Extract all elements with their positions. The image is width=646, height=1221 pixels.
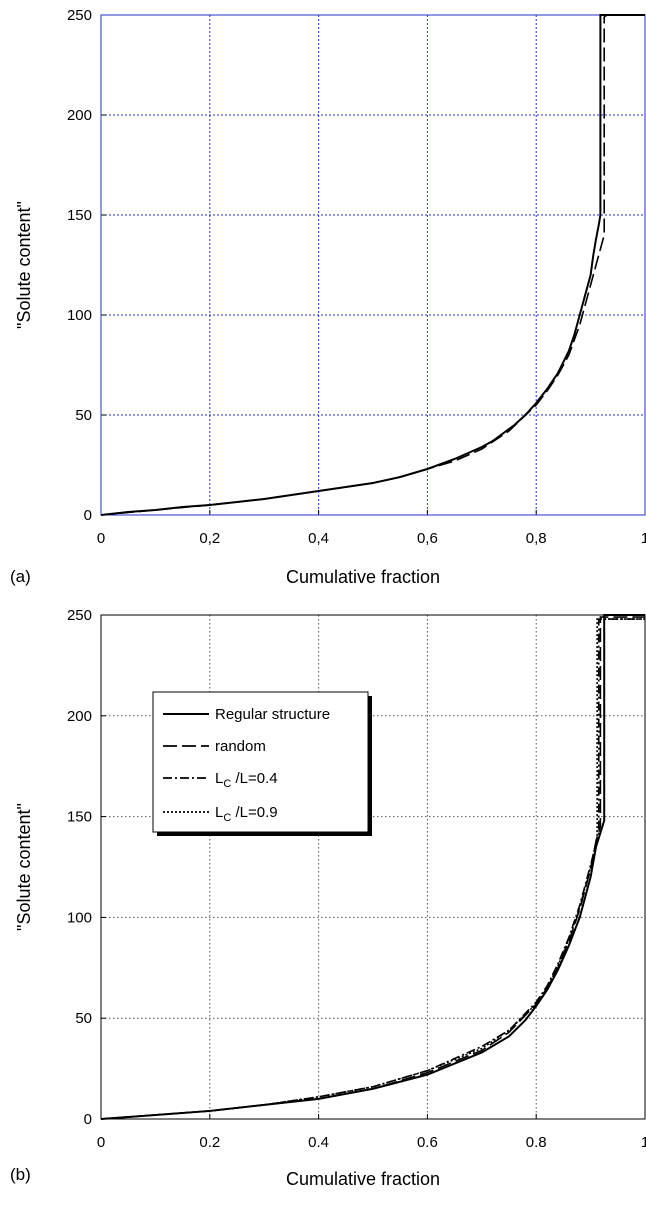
y-tick-label: 150 (67, 809, 92, 826)
y-tick-label: 150 (67, 207, 92, 224)
series-line-l-c-l-0-4 (100, 618, 645, 1120)
legend-label-lc09-main: L (215, 804, 223, 821)
y-tick-label: 0 (84, 507, 92, 524)
y-tick-label: 200 (67, 107, 92, 124)
legend-label-lc09-rest: /L=0.9 (231, 804, 277, 821)
y-tick-label: 250 (67, 7, 92, 24)
x-tick-label: 1 (641, 530, 646, 547)
panel-label-b: (b) (10, 1165, 31, 1184)
y-tick-label: 50 (75, 407, 92, 424)
x-tick-label: 1 (641, 1134, 646, 1151)
y-tick-labels-b: 0 50 100 150 200 250 (67, 607, 92, 1128)
legend-label-lc09: LC /L=0.9 (215, 804, 278, 824)
x-tick-label: 0 (97, 530, 105, 547)
legend-item: Regular structure (163, 706, 330, 723)
series-line-dashed (100, 14, 645, 516)
legend-item: LC /L=0.4 (163, 770, 278, 790)
legend-label-lc04-rest: /L=0.4 (231, 770, 277, 787)
legend-box (152, 691, 369, 833)
x-tick-label: 0,8 (526, 530, 547, 547)
legend-label-lc04: LC /L=0.4 (215, 770, 278, 790)
y-tick-label: 100 (67, 307, 92, 324)
x-tick-label: 0,4 (308, 530, 329, 547)
y-tick-label: 200 (67, 708, 92, 725)
x-tick-labels-b: 0 0.2 0.4 0.6 0.8 1 (97, 1134, 646, 1151)
chart-panel-b: 0 0.2 0.4 0.6 0.8 1 0 50 100 150 200 250 Cumulativ… (10, 607, 646, 1189)
x-tick-label: 0,2 (199, 530, 220, 547)
x-tick-label: 0.8 (526, 1134, 547, 1151)
y-tick-label: 0 (84, 1111, 92, 1128)
x-tick-label: 0.2 (199, 1134, 220, 1151)
legend-item: random (163, 738, 266, 755)
y-axis-label-b: "Solute content" (14, 803, 34, 931)
y-axis-label-a: "Solute content" (14, 201, 34, 329)
plot-frame-a (100, 14, 646, 516)
x-tick-label: 0,6 (417, 530, 438, 547)
y-tick-label: 100 (67, 909, 92, 926)
x-tick-label: 0.6 (417, 1134, 438, 1151)
chart-panel-a: 0 0,2 0,4 0,6 0,8 1 0 50 100 150 200 250 Cumulativ… (10, 7, 646, 587)
x-tick-labels-a: 0 0,2 0,4 0,6 0,8 1 (97, 530, 646, 547)
legend-label-regular: Regular structure (215, 706, 330, 723)
x-axis-label-b: Cumulative fraction (286, 1169, 440, 1189)
grid-b (100, 614, 646, 1120)
series-group-b (100, 614, 645, 1120)
x-tick-label: 0 (97, 1134, 105, 1151)
legend-label-lc09-sub: C (223, 812, 231, 824)
x-tick-label: 0.4 (308, 1134, 329, 1151)
series-group-a (100, 14, 645, 516)
legend-label-lc04-sub: C (223, 778, 231, 790)
legend-label-random: random (215, 738, 266, 755)
series-line-regular-structure (100, 614, 645, 1120)
series-line-l-c-l-0-9 (100, 618, 645, 1120)
y-tick-labels-a: 0 50 100 150 200 250 (67, 7, 92, 524)
legend-item: LC /L=0.9 (163, 804, 278, 824)
legend-label-lc04-main: L (215, 770, 223, 787)
y-tick-label: 50 (75, 1010, 92, 1027)
plot-frame-b (100, 614, 646, 1120)
series-line-solid (100, 14, 645, 516)
legend: Regular structure random LC /L=0.4 LC /L… (152, 691, 372, 836)
grid-a (100, 14, 646, 516)
y-tick-label: 250 (67, 607, 92, 624)
x-axis-label-a: Cumulative fraction (286, 567, 440, 587)
panel-label-a: (a) (10, 567, 31, 586)
